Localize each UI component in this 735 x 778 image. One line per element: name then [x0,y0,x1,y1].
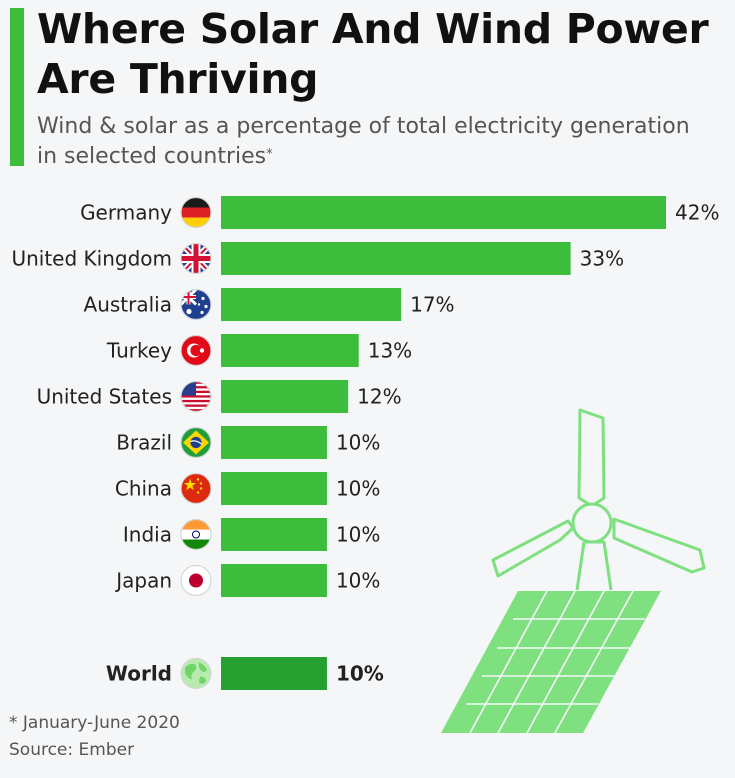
title-line-2: Are Thriving [37,55,319,103]
category-label-india: India [123,523,172,547]
bar-germany [221,196,666,229]
solar-panel-icon [441,591,661,733]
australia-flag-icon [180,288,212,321]
value-label-world: 10% [336,662,384,686]
subtitle-footnote-mark: * [266,147,273,162]
turkey-flag-icon [180,334,212,367]
title-line-1: Where Solar And Wind Power [37,5,709,53]
turbine-blade-left [491,519,575,578]
turbine-blade-up [577,408,606,508]
source-note: Source: Ember [9,740,135,760]
turbine-hub [571,502,613,544]
turbine-tower [575,540,613,591]
bar-united-states [221,380,349,413]
category-label-united-kingdom: United Kingdom [11,247,172,271]
bar-japan [221,564,327,597]
category-label-japan: Japan [114,569,172,593]
solar-panel-grid [466,590,645,734]
uk-flag-icon [180,242,212,275]
category-label-china: China [115,477,172,501]
value-label-australia: 17% [410,293,454,317]
brazil-flag-icon [180,426,212,459]
value-label-brazil: 10% [336,431,380,455]
turbine-solar-illustration [441,408,706,734]
chart-title: Where Solar And Wind Power Are Thriving [37,4,727,104]
bar-australia [221,288,402,321]
chart-subtitle: Wind & solar as a percentage of total el… [37,112,727,172]
globe-icon [180,657,212,690]
subtitle-line-2: in selected countries [37,144,267,169]
us-flag-icon [180,380,212,413]
value-label-india: 10% [336,523,380,547]
india-flag-icon [180,518,212,551]
bar-world [221,657,327,690]
category-label-australia: Australia [84,293,172,317]
turbine-blade-right [612,517,706,574]
category-label-turkey: Turkey [106,339,172,363]
footnote: * January-June 2020 [9,713,180,733]
value-label-turkey: 13% [368,339,412,363]
bar-brazil [221,426,327,459]
value-label-germany: 42% [675,201,719,225]
value-label-united-kingdom: 33% [580,247,624,271]
accent-bar [10,8,24,166]
category-label-germany: Germany [80,201,172,225]
value-label-china: 10% [336,477,380,501]
china-flag-icon [180,472,212,505]
bar-united-kingdom [221,242,571,275]
category-label-brazil: Brazil [116,431,172,455]
japan-flag-icon [180,564,212,597]
bar-india [221,518,327,551]
germany-flag-icon [180,196,212,229]
value-label-united-states: 12% [357,385,401,409]
subtitle-line-1: Wind & solar as a percentage of total el… [37,114,690,139]
category-label-united-states: United States [37,385,172,409]
value-label-japan: 10% [336,569,380,593]
bar-turkey [221,334,359,367]
bar-china [221,472,327,505]
category-label-world: World [106,662,172,686]
